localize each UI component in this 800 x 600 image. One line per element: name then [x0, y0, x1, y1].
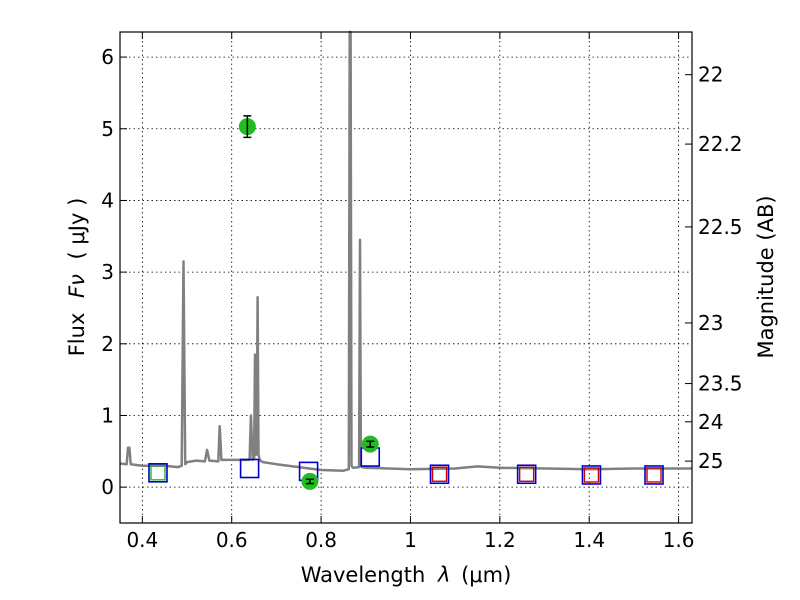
y2-tick-label: 23	[698, 311, 723, 335]
model-spectrum-line	[119, 30, 692, 472]
model-box	[148, 463, 168, 483]
model-photometry-layer	[148, 447, 664, 485]
y-ticks: 0 1 2 3 4 5 6	[101, 45, 127, 499]
y2-ticks: 22 22.2 22.5 23 23.5 24 25	[685, 63, 743, 473]
model-box-inner	[646, 467, 662, 483]
x-tick-label: 1.6	[663, 528, 695, 552]
y2-tick-label: 22.2	[698, 132, 743, 156]
y-tick-label: 3	[101, 260, 114, 284]
y-tick-label: 4	[101, 188, 114, 212]
y2-tick-label: 23.5	[698, 372, 743, 396]
x-axis-label: Wavelength λ (μm)	[301, 563, 512, 587]
y-tick-label: 1	[101, 403, 114, 427]
y2-tick-label: 22.5	[698, 215, 743, 239]
y-tick-label: 2	[101, 332, 114, 356]
model-box	[239, 458, 260, 479]
x-tick-label: 1.2	[484, 528, 516, 552]
y2-tick-label: 22	[698, 63, 723, 87]
y-axis-label-symbol: Fν	[65, 274, 89, 298]
observed-point	[238, 115, 256, 139]
y-tick-label: 5	[101, 117, 114, 141]
y-axis-label: Flux Fν ( μJy )	[65, 198, 89, 357]
observed-photometry-layer	[238, 115, 379, 490]
model-photometry-point	[644, 465, 664, 485]
x-axis-label-symbol: λ	[437, 563, 450, 587]
y-tick-label: 0	[101, 475, 114, 499]
model-photometry-point	[516, 464, 537, 485]
model-photometry-point	[581, 465, 602, 485]
model-box	[644, 465, 664, 485]
x-ticks: 0.4 0.6 0.8 1 1.2 1.4 1.6	[126, 32, 695, 552]
model-box	[429, 464, 450, 485]
grid	[120, 32, 692, 523]
model-box-inner	[150, 465, 166, 481]
model-box	[581, 465, 602, 485]
observed-point	[301, 472, 319, 490]
model-box	[516, 464, 537, 485]
model-box-inner	[518, 466, 535, 482]
x-tick-label: 0.8	[305, 528, 337, 552]
model-box-inner	[583, 467, 600, 483]
model-photometry-point	[429, 464, 450, 485]
y2-tick-label: 24	[698, 410, 723, 434]
model-spectrum-layer	[119, 30, 692, 472]
x-tick-label: 1.4	[573, 528, 605, 552]
y-tick-label: 6	[101, 45, 114, 69]
model-box-inner	[431, 466, 448, 482]
x-axis-label-unit: (μm)	[461, 563, 511, 587]
y2-tick-label: 25	[698, 449, 723, 473]
y2-axis-label: Magnitude (AB)	[754, 195, 778, 358]
x-tick-label: 0.4	[126, 528, 158, 552]
observed-point	[361, 435, 379, 453]
model-photometry-point	[148, 463, 168, 483]
x-tick-label: 1	[404, 528, 417, 552]
plot-frame	[119, 31, 693, 524]
x-tick-label: 0.6	[216, 528, 248, 552]
y-axis-label-prefix: Flux	[65, 313, 89, 357]
x-axis-label-prefix: Wavelength	[301, 563, 426, 587]
y-axis-label-unit: ( μJy )	[65, 198, 89, 260]
model-photometry-point	[239, 458, 260, 479]
